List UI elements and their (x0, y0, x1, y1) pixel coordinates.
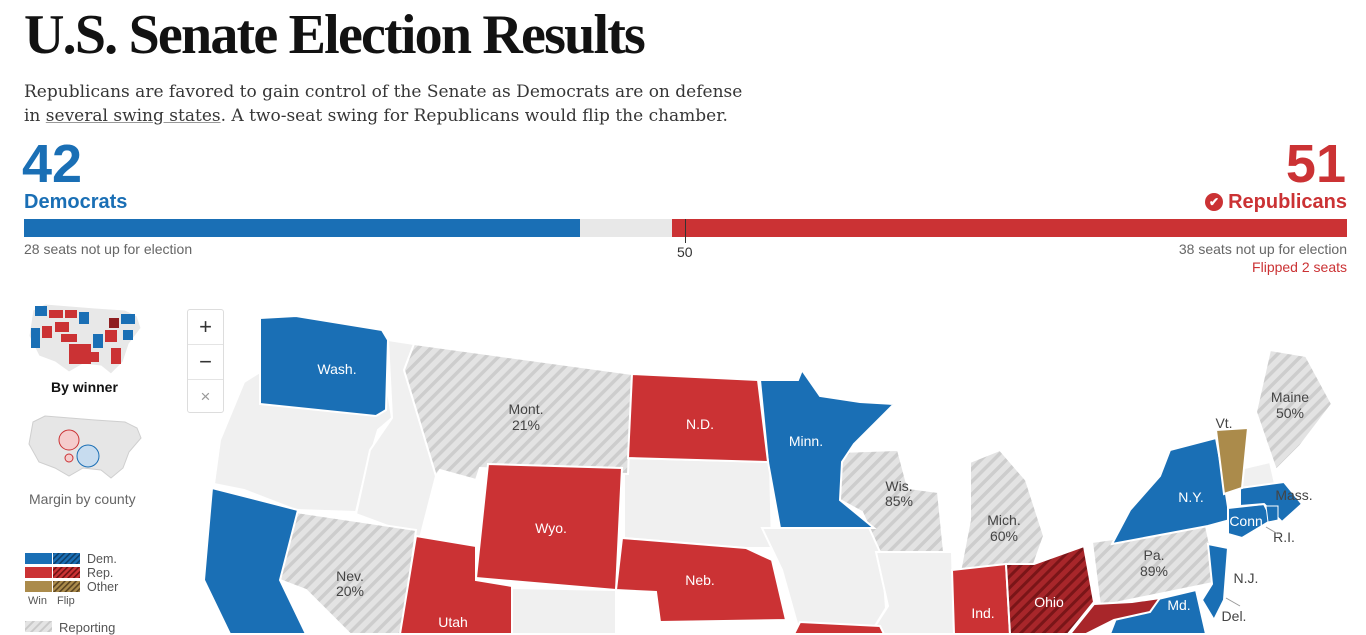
dem-seat-bar (24, 219, 580, 237)
label-mass: Mass. (1275, 487, 1312, 503)
label-neb: Neb. (685, 572, 715, 588)
majority-label: 50 (677, 244, 693, 260)
lede-part-2: . A two-seat swing for Republicans would… (220, 106, 728, 126)
label-ind: Ind. (971, 605, 994, 621)
label-mont: Mont. (508, 401, 543, 417)
zoom-in-button[interactable]: + (188, 310, 223, 345)
state-nebraska[interactable] (614, 536, 788, 624)
zoom-out-button[interactable]: − (188, 345, 223, 380)
margin-map-thumbnail[interactable] (25, 414, 145, 480)
legend-rep-label: Rep. (87, 566, 114, 580)
label-utah: Utah (438, 614, 468, 630)
state-wisconsin[interactable] (839, 448, 946, 553)
legend-flip-label: Flip (57, 595, 75, 607)
state-massachusetts[interactable] (1239, 480, 1304, 524)
state-vermont[interactable] (1214, 426, 1250, 496)
state-north-dakota[interactable] (626, 372, 770, 464)
state-ohio[interactable] (1004, 544, 1096, 634)
dem-seat-count: 42 (22, 134, 83, 194)
rep-flipped-label: Flipped 2 seats (1252, 259, 1347, 275)
label-nev: Nev. (336, 568, 364, 584)
label-minn: Minn. (789, 433, 823, 449)
state-maryland[interactable] (1108, 588, 1208, 634)
swing-states-link[interactable]: several swing states (45, 106, 221, 126)
state-south-dakota[interactable] (623, 456, 774, 549)
label-maine-pct: 50% (1276, 405, 1304, 421)
lede-part-1: Republicans are favored to gain control … (24, 82, 743, 126)
state-california[interactable] (202, 486, 308, 634)
label-wyo: Wyo. (535, 520, 567, 536)
state-rhode-island[interactable] (1265, 505, 1279, 523)
state-west-virginia[interactable] (1068, 596, 1163, 634)
majority-tick (685, 219, 686, 243)
state-utah[interactable] (398, 534, 513, 634)
label-vt: Vt. (1215, 415, 1232, 431)
state-washington[interactable] (259, 314, 390, 418)
legend-other-label: Other (87, 580, 119, 594)
state-indiana[interactable] (950, 562, 1012, 634)
label-pa: Pa. (1143, 547, 1164, 563)
label-conn: Conn. (1229, 513, 1266, 529)
rep-seat-count: 51 (1285, 134, 1346, 194)
label-md: Md. (1167, 597, 1190, 613)
label-mich: Mich. (987, 512, 1020, 528)
label-maine: Maine (1271, 389, 1309, 405)
label-del: Del. (1222, 608, 1247, 624)
label-mont-pct: 21% (512, 417, 540, 433)
label-nd: N.D. (686, 416, 714, 432)
label-ri: R.I. (1273, 529, 1295, 545)
label-wash: Wash. (317, 361, 356, 377)
rep-party-label: ✔ Republicans (1205, 190, 1347, 214)
label-wis-pct: 85% (885, 493, 913, 509)
rep-party-name: Republicans (1228, 191, 1347, 213)
lede-text: Republicans are favored to gain control … (24, 80, 764, 128)
label-mich-pct: 60% (990, 528, 1018, 544)
label-ohio: Ohio (1034, 594, 1064, 610)
rep-not-up-label: 38 seats not up for election (1178, 241, 1347, 257)
label-wis: Wis. (885, 478, 912, 494)
page-title: U.S. Senate Election Results (24, 4, 646, 66)
state-new-jersey[interactable] (1200, 542, 1230, 623)
legend-dem-label: Dem. (87, 552, 117, 566)
state-new-york[interactable] (1110, 436, 1232, 546)
label-nj: N.J. (1234, 570, 1259, 586)
state-michigan[interactable] (958, 448, 1046, 574)
state-kansas-edge[interactable] (792, 620, 886, 634)
rep-seat-bar (672, 219, 1347, 237)
margin-view-label[interactable]: Margin by county (29, 491, 136, 507)
legend-reporting-label: Reporting (59, 620, 116, 635)
dem-not-up-label: 28 seats not up for election (24, 241, 193, 257)
label-nev-pct: 20% (336, 583, 364, 599)
winner-check-icon: ✔ (1205, 193, 1224, 211)
zoom-controls: + − × (187, 309, 224, 413)
label-ny: N.Y. (1178, 489, 1203, 505)
winner-map-thumbnail[interactable] (25, 300, 145, 378)
winner-view-label[interactable]: By winner (51, 379, 118, 395)
legend-win-label: Win (28, 595, 47, 607)
state-colorado[interactable] (511, 586, 617, 634)
state-maine[interactable] (1254, 348, 1334, 472)
state-minnesota[interactable] (758, 367, 897, 529)
dem-party-label: Democrats (24, 191, 128, 213)
label-pa-pct: 89% (1140, 563, 1168, 579)
zoom-reset-button[interactable]: × (200, 387, 211, 406)
